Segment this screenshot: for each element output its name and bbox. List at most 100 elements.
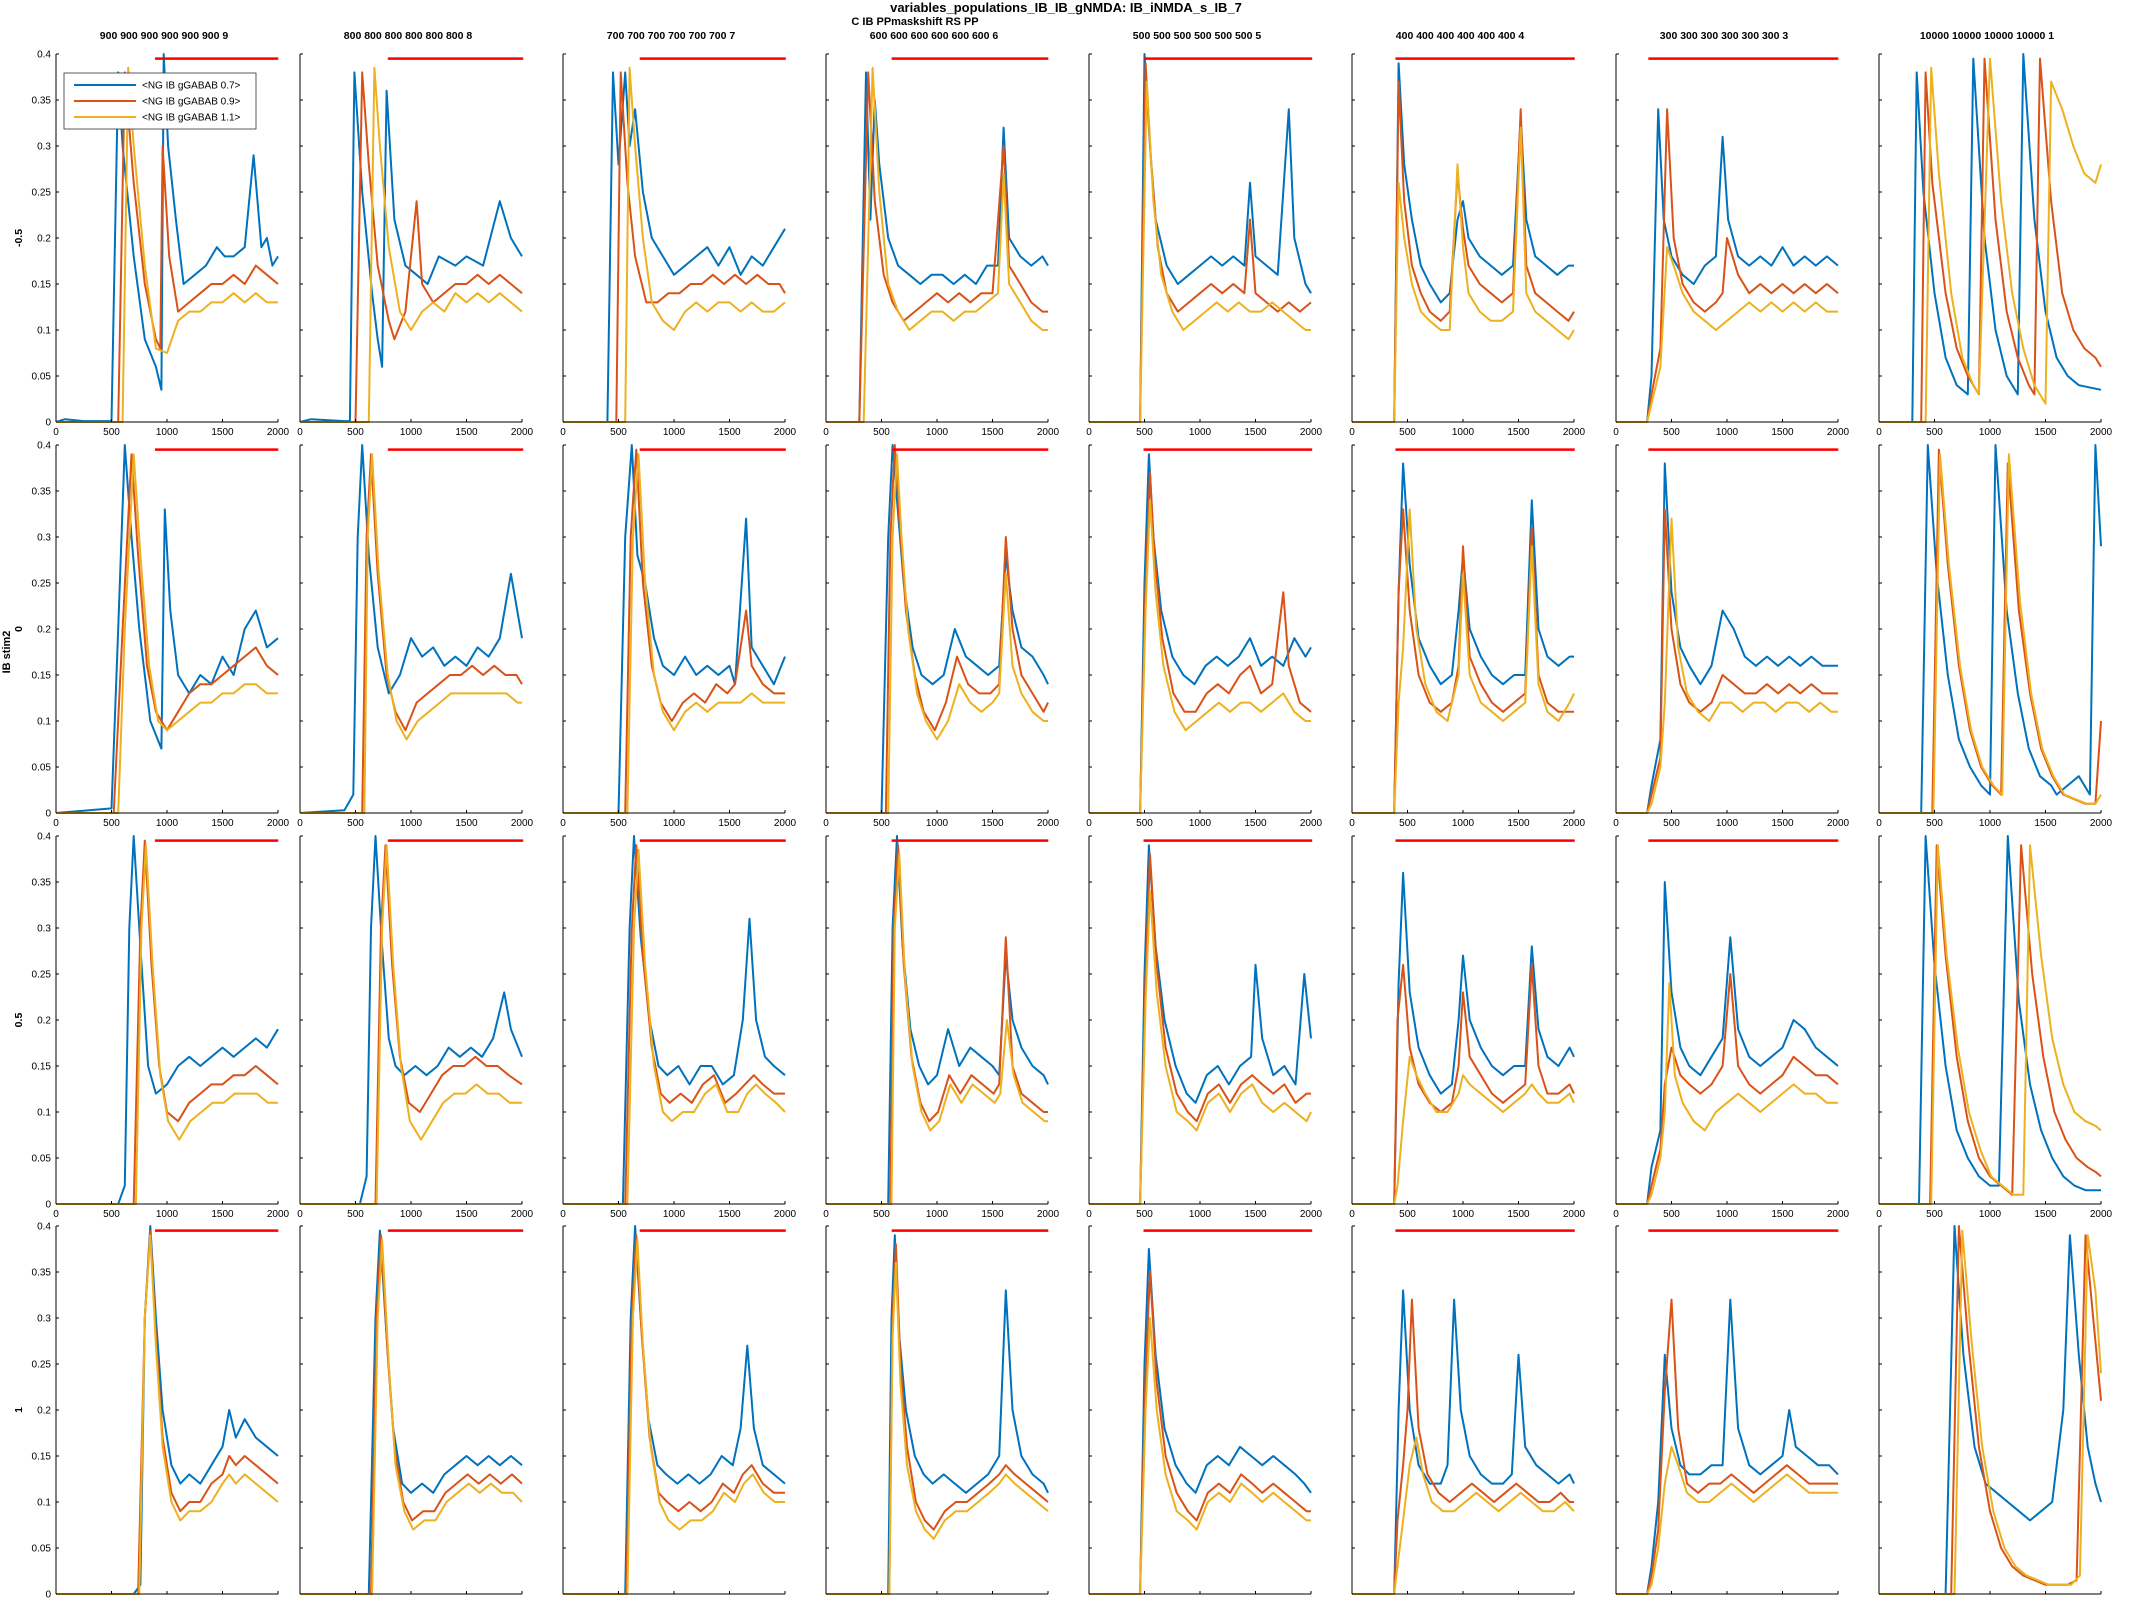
mask-marker [1471,839,1474,842]
mask-marker [1785,839,1788,842]
mask-marker [1737,57,1740,60]
mask-marker [970,1229,973,1232]
mask-marker [1454,57,1457,60]
mask-marker [201,448,204,451]
mask-marker [645,57,648,60]
mask-marker [959,839,962,842]
mask-marker [1702,448,1706,451]
mask-marker [732,57,736,60]
mask-marker [1476,57,1479,60]
mask-marker [170,448,174,451]
mask-marker [414,57,417,60]
y-tick-label: 0.2 [37,1016,51,1027]
mask-marker [1794,1229,1797,1232]
y-tick-label: 0.1 [37,1108,51,1119]
mask-marker [986,57,989,60]
mask-marker [389,57,392,60]
mask-marker [423,839,426,842]
mask-marker [222,57,225,60]
legend-label-3: <NG IB gGABAB 1.1> [142,113,241,124]
mask-marker [1242,448,1245,451]
mask-marker [1174,57,1177,60]
mask-marker [474,839,477,842]
mask-marker [1160,1229,1163,1232]
mask-marker [958,448,961,451]
mask-marker [1833,57,1836,60]
mask-marker [1198,839,1201,842]
mask-marker [1744,1229,1747,1232]
mask-marker [230,448,233,451]
mask-marker [229,839,232,842]
mask-marker [229,1229,232,1232]
mask-marker [722,839,725,842]
mask-marker [1736,1229,1739,1232]
mask-marker [154,1229,158,1232]
mask-marker [208,448,211,451]
mask-marker [1407,1229,1410,1232]
mask-marker [916,839,920,842]
mask-marker [1038,448,1041,451]
mask-marker [503,839,506,842]
mask-marker [1752,57,1755,60]
mask-marker [768,1229,772,1232]
mask-marker [772,1229,776,1232]
mask-marker [743,1229,746,1232]
mask-marker [1523,1229,1526,1232]
mask-marker [1665,57,1668,60]
mask-marker [894,448,897,451]
mask-marker [1706,839,1710,842]
mask-marker [1040,448,1043,451]
mask-marker [1561,448,1565,451]
mask-marker [1168,448,1171,451]
mask-marker [743,57,746,60]
mask-marker [1178,57,1181,60]
mask-marker [409,57,412,60]
mask-marker [678,448,681,451]
mask-marker [425,57,428,60]
mask-marker [1442,1229,1445,1232]
x-tick-label: 1000 [400,818,423,829]
mask-marker [517,448,520,451]
mask-marker [1272,448,1275,451]
mask-marker [1235,1229,1238,1232]
mask-marker [1773,1229,1776,1232]
mask-marker [1764,1229,1767,1232]
mask-marker [498,1229,501,1232]
mask-marker [1721,448,1724,451]
mask-marker [1284,839,1287,842]
mask-marker [487,448,490,451]
mask-marker [914,57,917,60]
series-line-1-r1-c7 [1879,444,2102,814]
mask-marker [246,1229,249,1232]
mask-marker [462,57,465,60]
mask-marker [779,839,782,842]
mask-marker [1012,1229,1015,1232]
mask-marker [1653,448,1656,451]
mask-marker [1248,1229,1251,1232]
mask-marker [1676,448,1679,451]
mask-marker [1147,839,1150,842]
mask-marker [397,448,400,451]
y-tick-label: 0 [45,418,51,429]
mask-marker [1468,448,1471,451]
mask-marker [1689,448,1692,451]
mask-marker [1010,839,1013,842]
mask-marker [1043,448,1046,451]
mask-marker [759,839,762,842]
mask-marker [1186,57,1189,60]
mask-marker [926,839,929,842]
mask-marker [1797,839,1800,842]
mask-marker [1656,448,1659,451]
mask-marker [399,448,402,451]
mask-marker [750,448,753,451]
mask-marker [483,839,486,842]
mask-marker [1821,448,1824,451]
mask-marker [966,839,969,842]
mask-marker [519,57,522,60]
mask-marker [966,57,969,60]
mask-marker [669,57,672,60]
mask-marker [1240,448,1243,451]
mask-marker [190,1229,194,1232]
mask-marker [1794,448,1797,451]
